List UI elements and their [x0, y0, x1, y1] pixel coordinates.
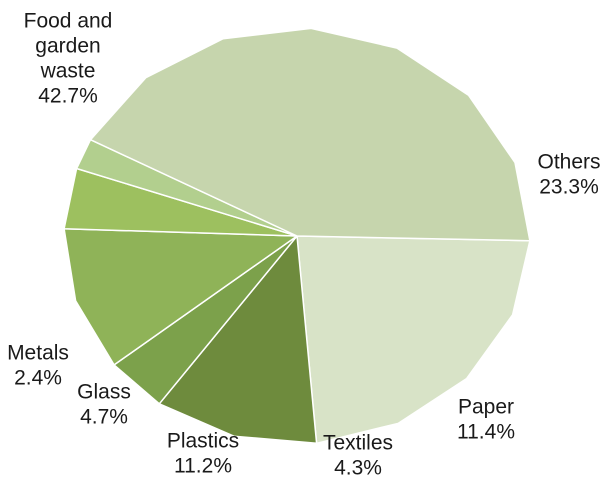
- slice-label: Metals 2.4%: [7, 342, 69, 390]
- slice-name-label: waste: [40, 60, 96, 83]
- slice-value-label: 4.3%: [334, 457, 382, 480]
- slice-name-label: Textiles: [323, 432, 393, 455]
- slice-value-label: 11.4%: [457, 421, 515, 444]
- pie-slices: [63, 27, 531, 445]
- slice-labels: Others 23.3% Paper 11.4% Textiles 4.3% Plastic…: [7, 10, 600, 480]
- slice-label: Glass 4.7%: [77, 381, 131, 429]
- slice-label: Others 23.3%: [537, 151, 600, 199]
- pie-slice-food-and-garden-waste: [89, 27, 531, 242]
- slice-value-label: 2.4%: [14, 367, 62, 390]
- slice-name-label: Food and: [24, 10, 113, 33]
- slice-label: Plastics 11.2%: [167, 430, 239, 478]
- slice-label: Textiles 4.3%: [323, 432, 393, 480]
- slice-value-label: 23.3%: [539, 176, 599, 199]
- slice-label: Food and garden waste 42.7%: [24, 10, 113, 108]
- slice-label: Paper 11.4%: [457, 396, 515, 444]
- slice-name-label: Plastics: [167, 430, 239, 453]
- slice-value-label: 42.7%: [38, 85, 98, 108]
- slice-value-label: 11.2%: [174, 455, 232, 478]
- slice-name-label: garden: [35, 35, 100, 58]
- slice-value-label: 4.7%: [80, 406, 128, 429]
- slice-name-label: Glass: [77, 381, 131, 404]
- slice-name-label: Others: [537, 151, 600, 174]
- slice-name-label: Paper: [458, 396, 514, 419]
- slice-name-label: Metals: [7, 342, 69, 365]
